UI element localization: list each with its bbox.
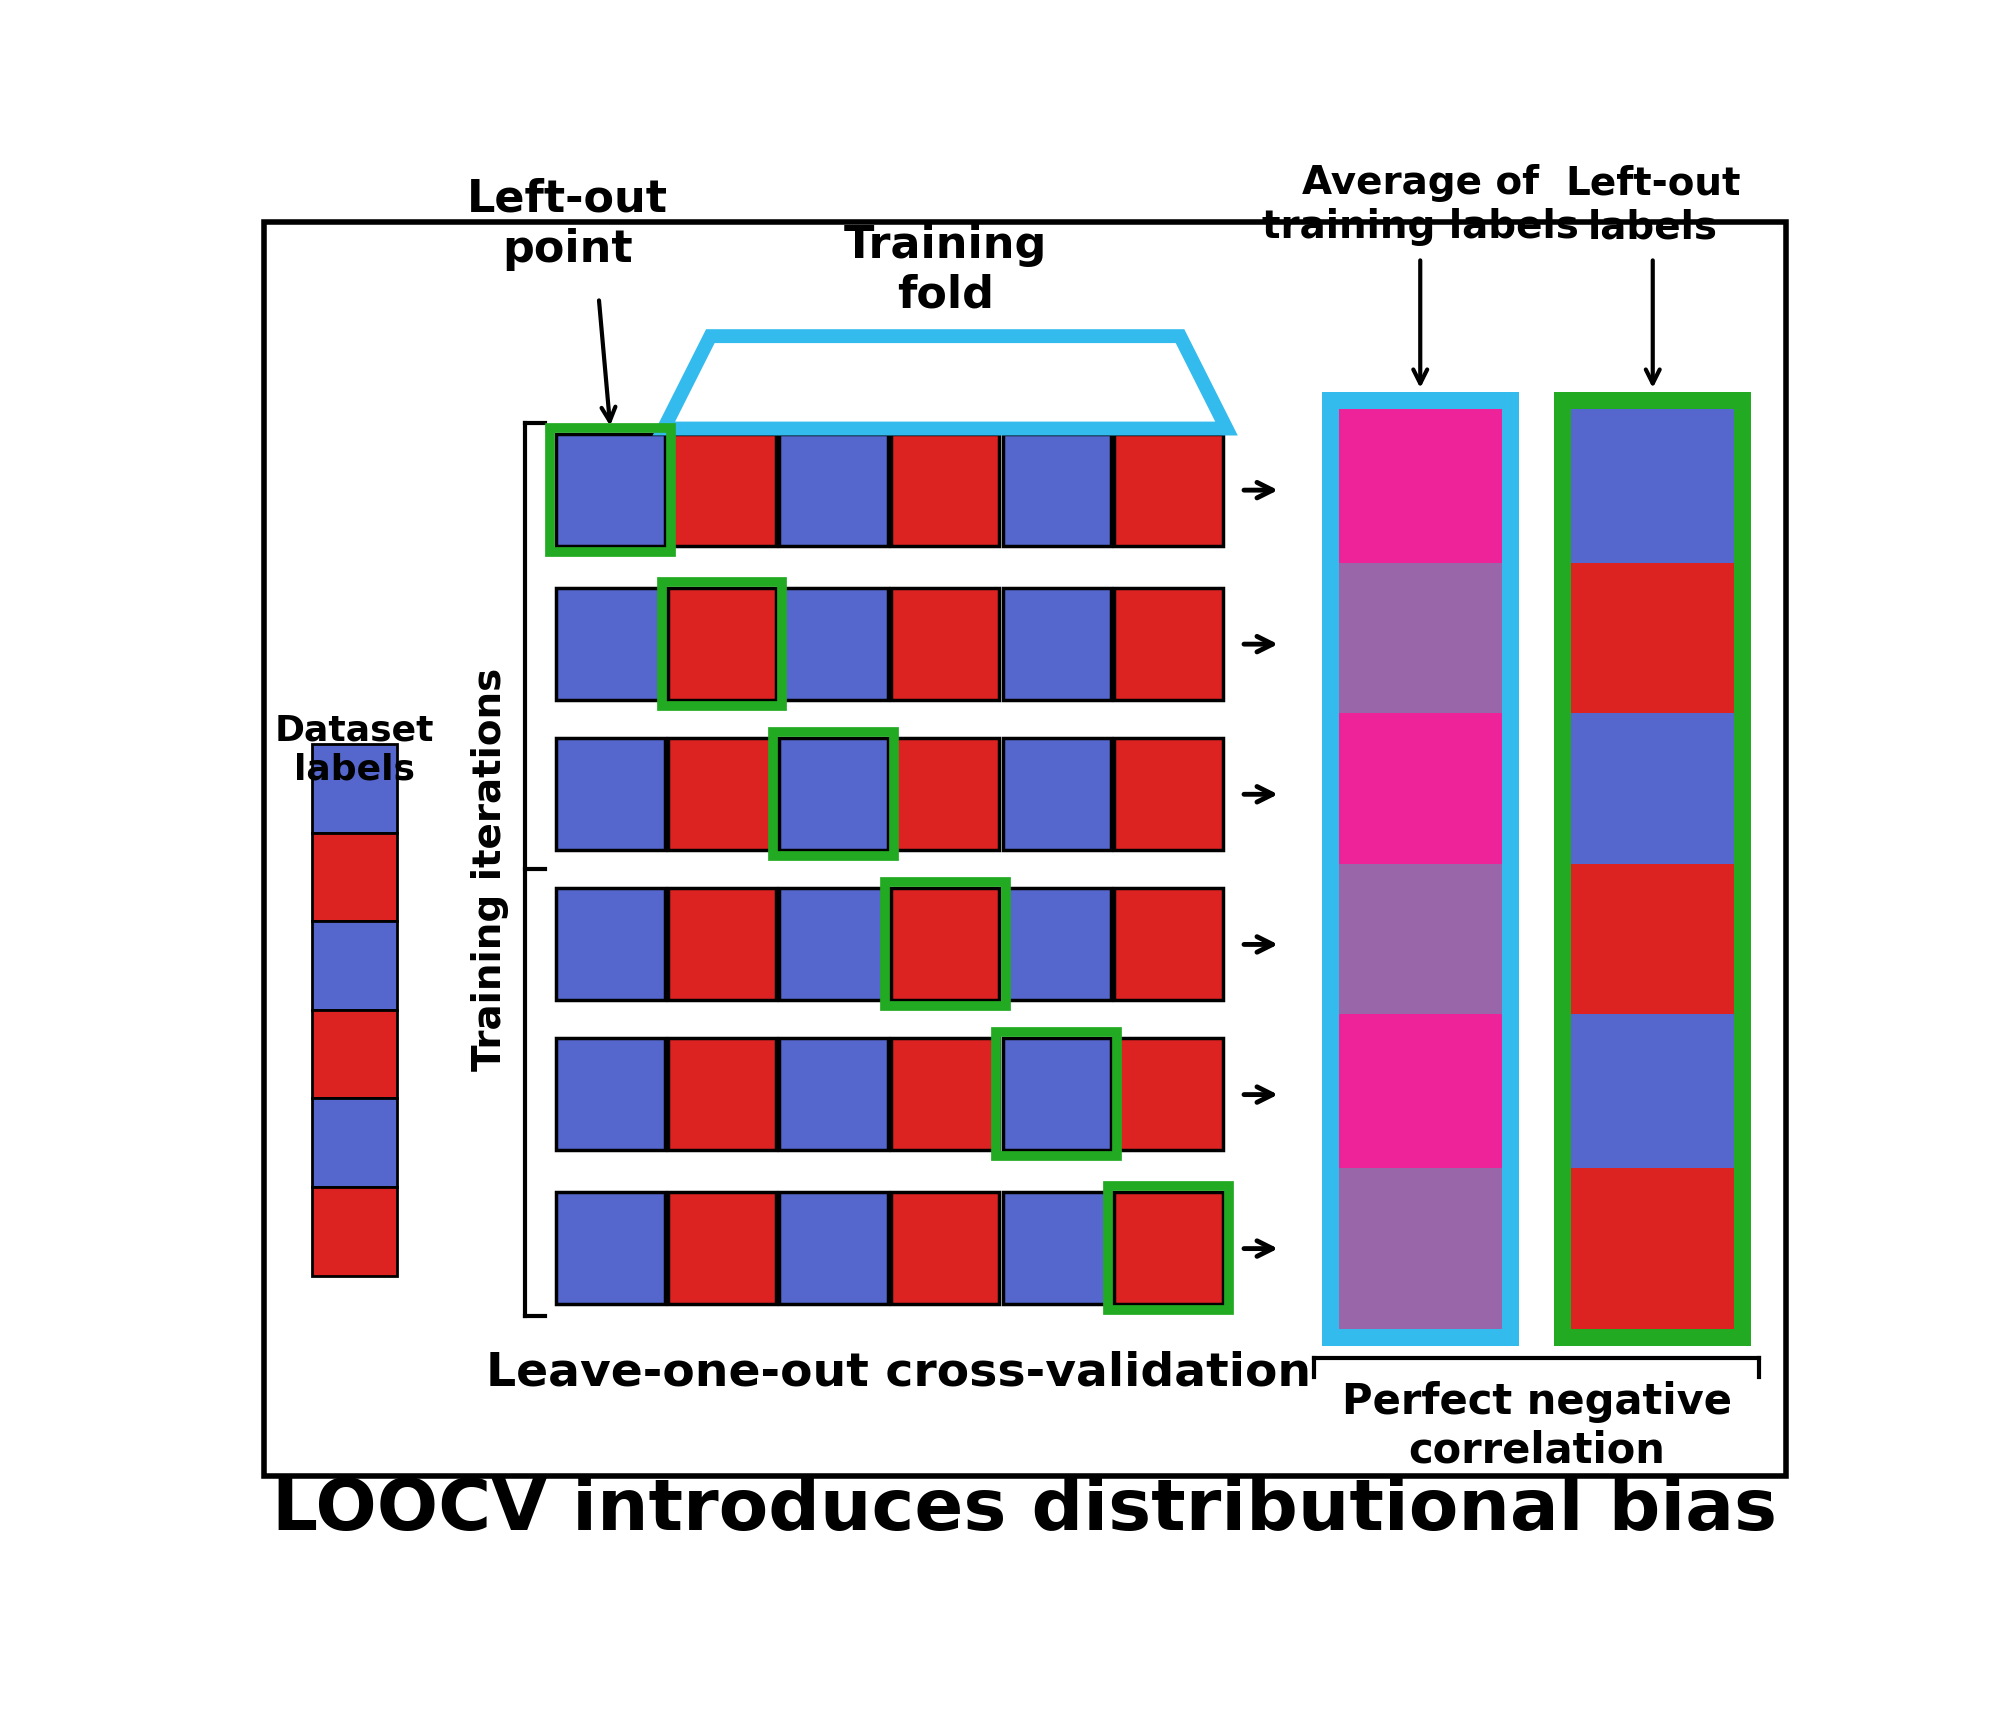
Bar	[668, 1193, 776, 1304]
Bar	[668, 434, 776, 545]
Bar	[1338, 863, 1502, 1026]
Text: LOOCV introduces distributional bias: LOOCV introduces distributional bias	[272, 1476, 1778, 1545]
Bar	[1108, 1186, 1228, 1311]
Bar	[780, 1193, 888, 1304]
Bar	[312, 745, 398, 833]
Bar	[1554, 547, 1752, 741]
Bar	[1572, 713, 1734, 875]
Bar	[312, 922, 398, 1010]
Bar	[1322, 547, 1518, 741]
Bar	[1322, 392, 1518, 589]
Bar	[1338, 1014, 1502, 1175]
Bar	[1002, 1193, 1112, 1304]
Bar	[1554, 392, 1752, 589]
Bar	[890, 1038, 1000, 1149]
Bar	[780, 1038, 888, 1149]
Bar	[312, 1010, 398, 1099]
Bar	[890, 1193, 1000, 1304]
Bar	[890, 889, 1000, 1000]
Text: Average of
training labels: Average of training labels	[1262, 163, 1578, 247]
Bar	[1114, 434, 1222, 545]
Bar	[1002, 738, 1112, 849]
Bar	[1322, 696, 1518, 892]
Bar	[1322, 1151, 1518, 1347]
Bar	[1114, 1038, 1222, 1149]
Bar	[1002, 589, 1112, 700]
Bar	[556, 1038, 664, 1149]
Bar	[1572, 863, 1734, 1026]
Bar	[312, 833, 398, 922]
Bar	[556, 889, 664, 1000]
Bar	[1572, 562, 1734, 726]
Bar	[1572, 410, 1734, 571]
Bar	[884, 882, 1006, 1007]
Text: Left-out
point: Left-out point	[468, 177, 668, 271]
Text: Perfect negative
correlation: Perfect negative correlation	[1342, 1382, 1732, 1472]
Bar	[1322, 847, 1518, 1042]
Bar	[1114, 1193, 1222, 1304]
Text: Left-out
labels: Left-out labels	[1564, 163, 1740, 247]
Bar	[668, 589, 776, 700]
Bar	[312, 1187, 398, 1276]
Bar	[890, 738, 1000, 849]
Bar	[780, 889, 888, 1000]
Bar	[1572, 1014, 1734, 1175]
Bar	[1002, 889, 1112, 1000]
Bar	[1114, 889, 1222, 1000]
Bar	[996, 1033, 1118, 1156]
Text: Leave-one-out cross-validation: Leave-one-out cross-validation	[486, 1351, 1312, 1396]
Bar	[556, 738, 664, 849]
Bar	[1338, 713, 1502, 875]
Bar	[1338, 410, 1502, 571]
Bar	[668, 1038, 776, 1149]
Bar	[556, 434, 664, 545]
Bar	[1338, 1168, 1502, 1330]
Bar	[780, 434, 888, 545]
Bar	[662, 582, 782, 707]
Bar	[1114, 589, 1222, 700]
Bar	[550, 427, 670, 552]
Bar	[780, 738, 888, 849]
Bar	[1322, 996, 1518, 1193]
Bar	[1572, 1168, 1734, 1330]
Bar	[1554, 847, 1752, 1042]
Bar	[668, 889, 776, 1000]
Bar	[1554, 1151, 1752, 1347]
Bar	[312, 1099, 398, 1187]
Bar	[1338, 562, 1502, 726]
Bar	[890, 589, 1000, 700]
Bar	[1554, 696, 1752, 892]
Bar	[1002, 434, 1112, 545]
Bar	[1554, 996, 1752, 1193]
Bar	[774, 733, 894, 856]
Bar	[780, 589, 888, 700]
Bar	[556, 1193, 664, 1304]
Bar	[1114, 738, 1222, 849]
Bar	[668, 738, 776, 849]
Bar	[890, 434, 1000, 545]
Text: Training iterations: Training iterations	[472, 668, 510, 1071]
Text: Dataset
labels: Dataset labels	[274, 713, 434, 786]
Bar	[556, 589, 664, 700]
Text: Training
fold: Training fold	[844, 224, 1046, 318]
Bar	[1002, 1038, 1112, 1149]
